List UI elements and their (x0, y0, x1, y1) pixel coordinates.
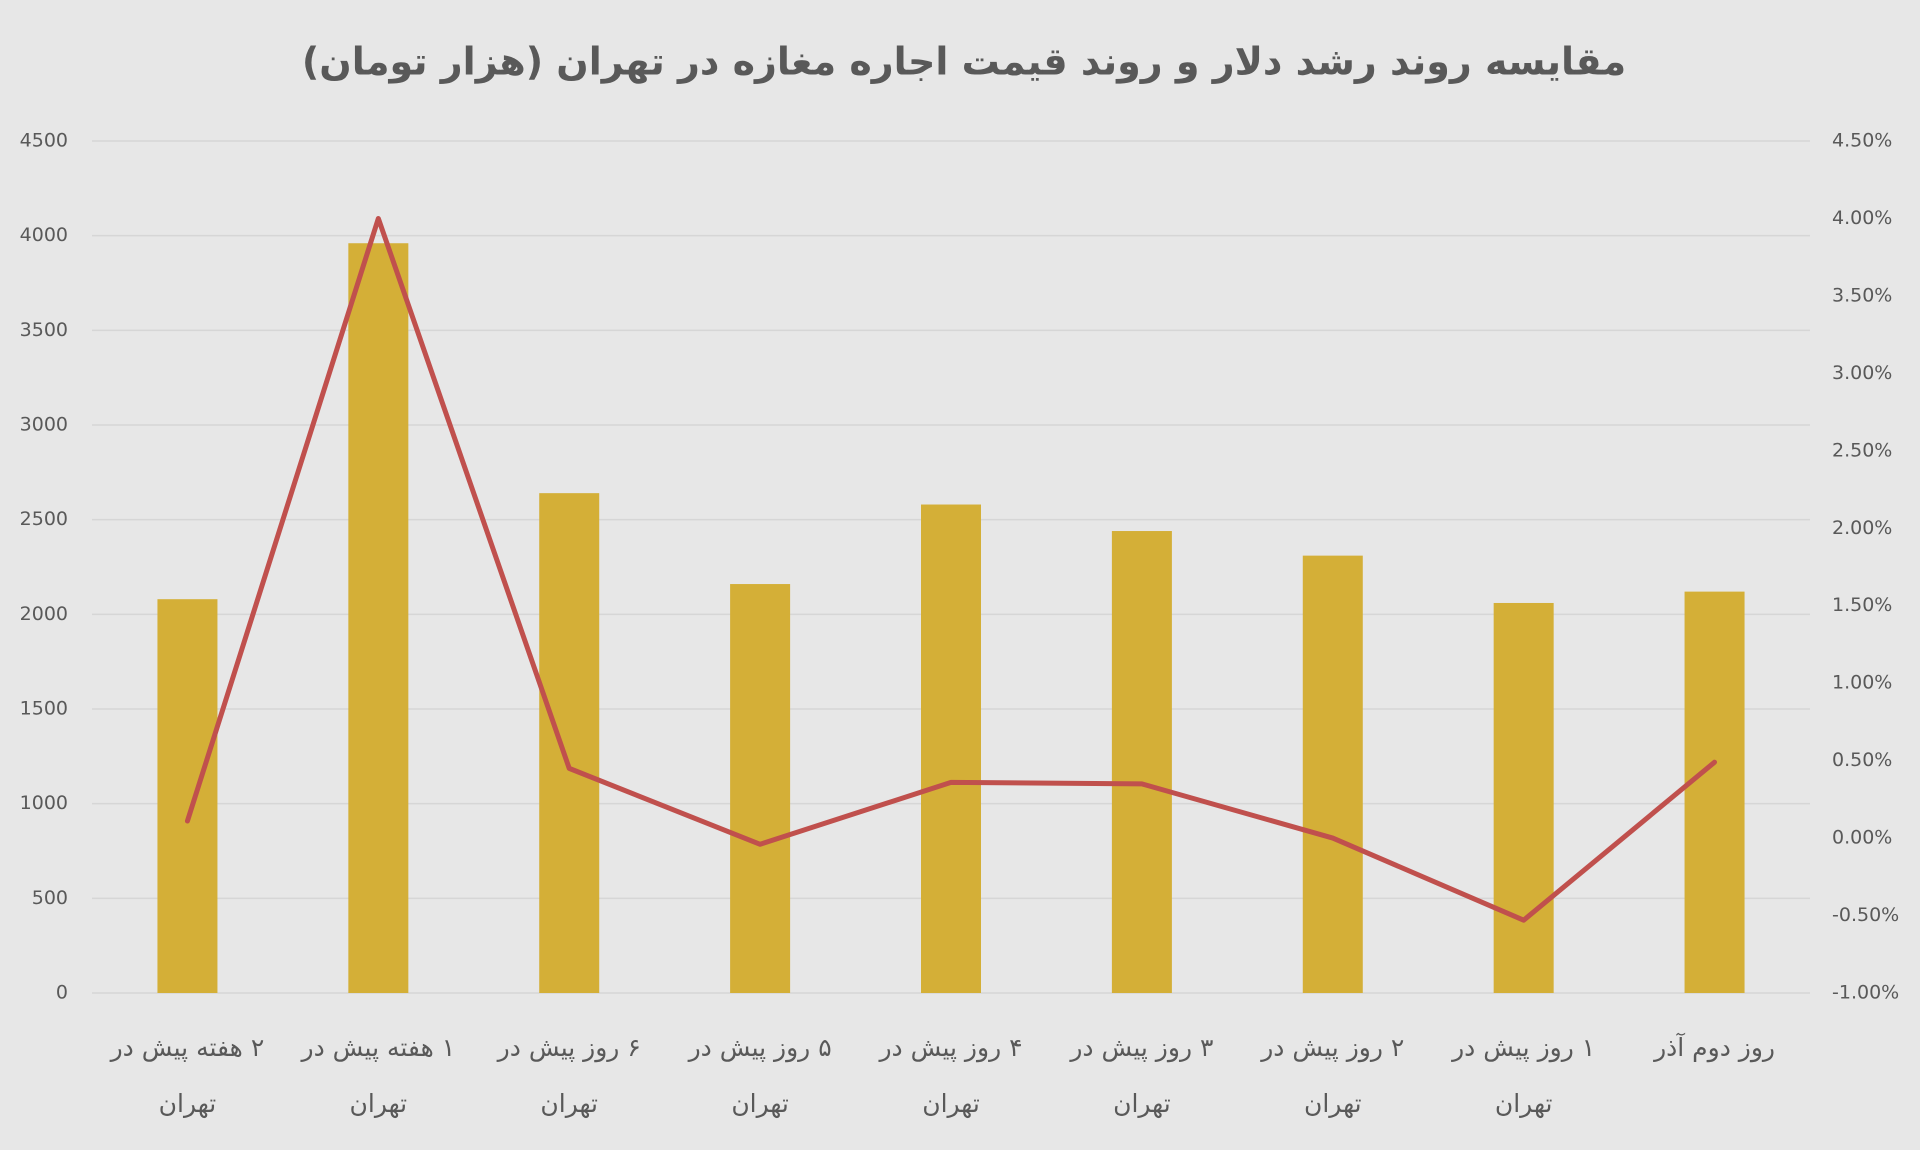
y2-tick-label: 1.00% (1832, 672, 1892, 694)
x-tick-label: روز دوم آذر (1654, 1033, 1776, 1062)
y2-tick-label: -1.00% (1832, 982, 1899, 1004)
line (184, 215, 1718, 923)
y2-tick-label: -0.50% (1832, 904, 1899, 926)
bar (1111, 531, 1172, 993)
x-tick-label: ۳ روز پیش در تهران (1070, 1033, 1214, 1118)
y2-tick-label: 3.00% (1832, 362, 1892, 384)
y-tick-label: 3000 (20, 414, 68, 436)
y-tick-label: 500 (32, 887, 68, 909)
y2-tick-label: 0.00% (1832, 827, 1892, 849)
bar (348, 243, 409, 994)
y2-tick-label: 2.00% (1832, 517, 1892, 539)
y2-tick-label: 4.00% (1832, 207, 1892, 229)
y2-tick-label: 1.50% (1832, 594, 1892, 616)
x-tick-label: ۱ روز پیش در تهران (1452, 1033, 1596, 1118)
y-tick-label: 4000 (20, 224, 68, 246)
bar (1493, 602, 1554, 993)
y-tick-label: 0 (56, 982, 68, 1004)
bar (157, 599, 218, 993)
x-tick-label: ۶ روز پیش در تهران (497, 1033, 641, 1118)
y-tick-label: 2500 (20, 508, 68, 530)
y2-tick-label: 2.50% (1832, 439, 1892, 461)
bar (730, 584, 791, 993)
bar (539, 493, 600, 993)
y-tick-label: 2000 (20, 603, 68, 625)
y-tick-label: 1500 (20, 698, 68, 720)
chart-title: مقایسه روند رشد دلار و روند قیمت اجاره م… (302, 40, 1626, 85)
y-tick-label: 4500 (20, 130, 68, 152)
y-tick-label: 1000 (20, 792, 68, 814)
y2-tick-label: 0.50% (1832, 749, 1892, 771)
bar (1684, 591, 1745, 993)
y-tick-label: 3500 (20, 319, 68, 341)
y2-tick-label: 3.50% (1832, 284, 1892, 306)
bar (1302, 555, 1363, 993)
x-tick-label: ۱ هفته پیش در تهران (301, 1033, 456, 1118)
x-tick-label: ۲ هفته پیش در تهران (110, 1033, 265, 1118)
x-tick-label: ۵ روز پیش در تهران (688, 1033, 832, 1118)
x-tick-label: ۴ روز پیش در تهران (879, 1033, 1023, 1118)
bar (921, 504, 981, 993)
x-tick-label: ۲ روز پیش در تهران (1261, 1033, 1405, 1118)
y2-tick-label: 4.50% (1832, 130, 1892, 152)
